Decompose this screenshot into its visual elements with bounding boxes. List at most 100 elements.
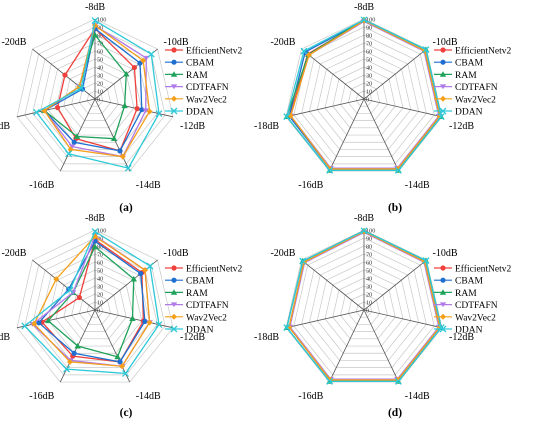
data-point bbox=[146, 108, 153, 115]
legend-marker bbox=[171, 59, 177, 65]
data-point bbox=[62, 72, 68, 78]
radar-panel: 0102030405060708090100-8dB-10dB-12dB-14d… bbox=[0, 213, 243, 419]
axis-label: -10dB bbox=[433, 37, 458, 48]
grid-ring bbox=[24, 237, 166, 376]
legend-marker bbox=[170, 107, 178, 115]
data-point bbox=[119, 363, 126, 370]
panel-label: (b) bbox=[388, 202, 402, 214]
data-point bbox=[74, 342, 81, 349]
legend: EfficientNetv2 CBAM RAM CDTFAFN Wav2Vec2 DDAN bbox=[165, 46, 243, 118]
data-point bbox=[142, 108, 149, 114]
panel-label: (d) bbox=[388, 407, 402, 419]
legend-marker bbox=[171, 277, 177, 283]
grid-ring bbox=[309, 42, 419, 150]
grid-ring bbox=[348, 293, 380, 325]
axis-spoke bbox=[363, 259, 427, 311]
series-line bbox=[288, 230, 441, 381]
tick-label: 70 bbox=[366, 41, 372, 48]
axis-spoke bbox=[32, 259, 96, 311]
legend-entry: CDTFAFN bbox=[186, 83, 229, 93]
axis-label: -14dB bbox=[136, 180, 161, 191]
axis-label: -16dB bbox=[29, 180, 54, 191]
radar-panel: 0102030405060708090100-8dB-10dB-12dB-14d… bbox=[0, 2, 243, 214]
tick-label: 80 bbox=[97, 244, 103, 251]
data-point bbox=[67, 146, 74, 153]
grid-ring bbox=[79, 293, 111, 325]
grid-ring bbox=[332, 277, 396, 340]
legend-marker bbox=[440, 265, 446, 271]
axis-spoke bbox=[94, 309, 131, 383]
panel-label: (c) bbox=[120, 407, 133, 419]
legend-marker bbox=[440, 47, 446, 53]
grid-ring bbox=[340, 74, 388, 121]
legend: EfficientNetv2 CBAM RAM CDTFAFN Wav2Vec2 DDAN bbox=[434, 264, 512, 336]
tick-label: 40 bbox=[366, 65, 372, 72]
legend-entry: Wav2Vec2 bbox=[186, 95, 227, 105]
legend-marker bbox=[439, 71, 447, 77]
legend-marker bbox=[171, 265, 177, 271]
legend-entry: CBAM bbox=[186, 59, 215, 69]
legend-marker bbox=[170, 325, 178, 333]
data-point bbox=[68, 144, 76, 150]
legend-marker bbox=[170, 84, 178, 90]
axis-label: -18dB bbox=[0, 332, 10, 343]
data-point bbox=[91, 17, 99, 25]
grid-ring bbox=[86, 301, 104, 318]
grid-ring bbox=[348, 82, 380, 114]
data-point bbox=[299, 257, 307, 265]
grid-ring bbox=[332, 66, 396, 129]
data-point bbox=[137, 60, 143, 66]
grid-ring bbox=[71, 74, 119, 121]
axis-spoke bbox=[363, 98, 400, 172]
axis-spoke bbox=[301, 48, 365, 100]
data-point bbox=[138, 270, 144, 277]
tick-label: 40 bbox=[97, 276, 103, 283]
axis-label: -8dB bbox=[85, 213, 105, 224]
tick-label: 0 bbox=[366, 308, 369, 315]
data-point bbox=[110, 135, 118, 142]
series-line bbox=[40, 238, 145, 363]
data-point bbox=[129, 315, 136, 321]
tick-label: 80 bbox=[97, 33, 103, 40]
axis-label: -14dB bbox=[405, 391, 430, 402]
data-point bbox=[45, 317, 52, 324]
series-line bbox=[43, 27, 143, 152]
axis-label: -10dB bbox=[164, 248, 189, 259]
legend-marker bbox=[440, 277, 446, 283]
tick-label: 10 bbox=[366, 300, 372, 307]
axis-label: -8dB bbox=[85, 2, 105, 13]
data-point bbox=[53, 276, 60, 283]
tick-label: 70 bbox=[97, 41, 103, 48]
series-line bbox=[286, 19, 442, 172]
data-point bbox=[54, 104, 61, 111]
tick-label: 60 bbox=[97, 49, 103, 56]
tick-label: 20 bbox=[366, 292, 372, 299]
tick-label: 10 bbox=[366, 89, 372, 96]
legend-marker bbox=[170, 71, 178, 77]
data-point bbox=[142, 318, 148, 324]
tick-label: 30 bbox=[97, 284, 103, 291]
legend-entry: EfficientNetv2 bbox=[455, 46, 512, 57]
data-point bbox=[73, 133, 81, 139]
tick-label: 50 bbox=[366, 268, 372, 275]
tick-label: 30 bbox=[97, 73, 103, 80]
data-point bbox=[123, 70, 130, 77]
grid-ring bbox=[355, 90, 373, 107]
grid-ring bbox=[324, 269, 404, 347]
series-line bbox=[47, 245, 135, 358]
tick-label: 100 bbox=[366, 228, 375, 235]
radar-panel: 0102030405060708090100-8dB-10dB-12dB-14d… bbox=[254, 213, 512, 419]
tick-label: 30 bbox=[366, 73, 372, 80]
grid-ring bbox=[316, 261, 412, 354]
legend-marker bbox=[439, 107, 447, 115]
grid-ring bbox=[16, 229, 174, 383]
tick-label: 80 bbox=[366, 33, 372, 40]
legend: EfficientNetv2 CBAM RAM CDTFAFN Wav2Vec2 DDAN bbox=[434, 46, 512, 118]
series-line bbox=[35, 19, 160, 169]
data-point bbox=[71, 139, 77, 145]
axis-spoke bbox=[285, 98, 365, 118]
grid-ring bbox=[16, 18, 174, 172]
data-point bbox=[114, 353, 121, 360]
tick-label: 100 bbox=[366, 17, 375, 24]
tick-label: 50 bbox=[97, 57, 103, 64]
